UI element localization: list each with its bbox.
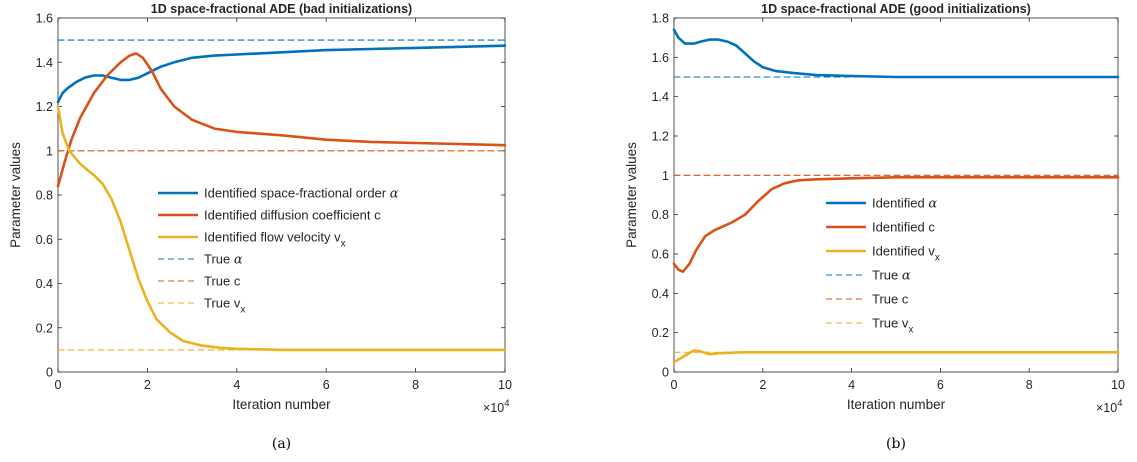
x-tick-label: 8 bbox=[412, 378, 419, 392]
x-multiplier-exponent: 4 bbox=[1117, 398, 1122, 409]
x-tick-label: 6 bbox=[937, 378, 944, 392]
legend-entry: Identified c bbox=[872, 220, 935, 235]
x-tick-label: 0 bbox=[671, 378, 678, 392]
y-tick-label: 0.2 bbox=[36, 321, 53, 335]
x-axis-label: Iteration number bbox=[847, 397, 946, 412]
x-tick-label: 10 bbox=[1111, 378, 1125, 392]
y-tick-label: 1.6 bbox=[652, 51, 669, 65]
y-tick-label: 0 bbox=[662, 366, 669, 380]
legend-subscript: x bbox=[341, 239, 346, 250]
figure-caption: (b) bbox=[886, 436, 906, 452]
x-tick-label: 10 bbox=[498, 378, 512, 392]
figure-caption: (a) bbox=[272, 436, 291, 452]
series-line-0 bbox=[672, 28, 1120, 79]
x-multiplier: ×104 bbox=[483, 398, 510, 415]
chart-0: 1D space-fractional ADE (bad initializat… bbox=[8, 2, 512, 452]
legend-entry: True vx bbox=[872, 316, 913, 336]
legend-entry: True c bbox=[204, 274, 241, 289]
legend-greek: α bbox=[902, 269, 911, 284]
legend-entry: Identified diffusion coefficient c bbox=[204, 208, 381, 223]
y-tick-label: 0.4 bbox=[652, 287, 669, 301]
y-tick-label: 1.4 bbox=[652, 90, 669, 104]
legend-entry: Identified α bbox=[872, 196, 937, 212]
x-multiplier: ×104 bbox=[1096, 398, 1123, 415]
series-line-1 bbox=[56, 52, 507, 188]
legend-label: Identified space-fractional order bbox=[204, 186, 390, 201]
legend-entry: True vx bbox=[204, 296, 245, 316]
x-tick-label: 4 bbox=[233, 378, 240, 392]
chart-title: 1D space-fractional ADE (good initializa… bbox=[761, 2, 1031, 16]
legend-label: Identified c bbox=[872, 220, 935, 235]
x-tick-label: 4 bbox=[848, 378, 855, 392]
legend-label: Identified v bbox=[872, 244, 935, 259]
y-tick-label: 1.2 bbox=[36, 100, 53, 114]
legend-label: True v bbox=[872, 316, 909, 331]
legend-subscript: x bbox=[240, 305, 245, 316]
series-line-2 bbox=[672, 349, 1120, 364]
legend-entry: Identified space-fractional order α bbox=[204, 186, 399, 202]
plot-area bbox=[57, 17, 506, 373]
y-tick-label: 0.4 bbox=[36, 277, 53, 291]
chart-title: 1D space-fractional ADE (bad initializat… bbox=[151, 2, 412, 16]
legend-label: True c bbox=[204, 274, 241, 289]
series-line-0 bbox=[56, 44, 507, 104]
y-tick-label: 1.2 bbox=[652, 130, 669, 144]
x-tick-label: 6 bbox=[323, 378, 330, 392]
legend-entry: True α bbox=[872, 268, 911, 284]
x-tick-label: 2 bbox=[144, 378, 151, 392]
x-tick-label: 8 bbox=[1026, 378, 1033, 392]
y-tick-label: 0.8 bbox=[652, 208, 669, 222]
legend-entry: Identified vx bbox=[872, 244, 940, 264]
y-tick-label: 1 bbox=[46, 144, 53, 158]
y-axis-label: Parameter values bbox=[8, 142, 23, 248]
legend-label: Identified bbox=[872, 196, 928, 211]
legend-label: True bbox=[872, 268, 902, 283]
x-axis-label: Iteration number bbox=[232, 397, 331, 412]
x-multiplier-base: ×10 bbox=[483, 401, 504, 415]
legend: Identified space-fractional order αIdent… bbox=[158, 186, 399, 316]
legend-entry: True c bbox=[872, 292, 909, 307]
y-tick-label: 0.6 bbox=[36, 233, 53, 247]
series-line-1 bbox=[672, 176, 1120, 273]
y-tick-label: 1.8 bbox=[652, 12, 669, 26]
legend-label: True bbox=[204, 252, 234, 267]
chart-1: 1D space-fractional ADE (good initializa… bbox=[624, 2, 1125, 452]
x-tick-label: 0 bbox=[55, 378, 62, 392]
y-tick-label: 1.4 bbox=[36, 56, 53, 70]
series-line-2 bbox=[56, 105, 507, 352]
legend-entry: True α bbox=[204, 252, 243, 268]
y-tick-label: 0.2 bbox=[652, 326, 669, 340]
legend-greek: α bbox=[234, 253, 243, 268]
y-tick-label: 0.8 bbox=[36, 189, 53, 203]
y-axis-label: Parameter values bbox=[624, 142, 639, 248]
y-tick-label: 0 bbox=[46, 366, 53, 380]
legend-label: True v bbox=[204, 296, 241, 311]
legend-greek: α bbox=[390, 187, 399, 202]
legend-subscript: x bbox=[935, 253, 940, 264]
legend-entry: Identified flow velocity vx bbox=[204, 230, 346, 250]
y-tick-label: 1 bbox=[662, 169, 669, 183]
legend-subscript: x bbox=[908, 325, 913, 336]
x-multiplier-exponent: 4 bbox=[504, 398, 509, 409]
legend-greek: α bbox=[928, 197, 937, 212]
y-tick-label: 1.6 bbox=[36, 12, 53, 26]
x-tick-label: 2 bbox=[759, 378, 766, 392]
legend-label: True c bbox=[872, 292, 909, 307]
legend-label: Identified flow velocity v bbox=[204, 230, 341, 245]
x-multiplier-base: ×10 bbox=[1096, 401, 1117, 415]
y-tick-label: 0.6 bbox=[652, 248, 669, 262]
legend-label: Identified diffusion coefficient c bbox=[204, 208, 381, 223]
